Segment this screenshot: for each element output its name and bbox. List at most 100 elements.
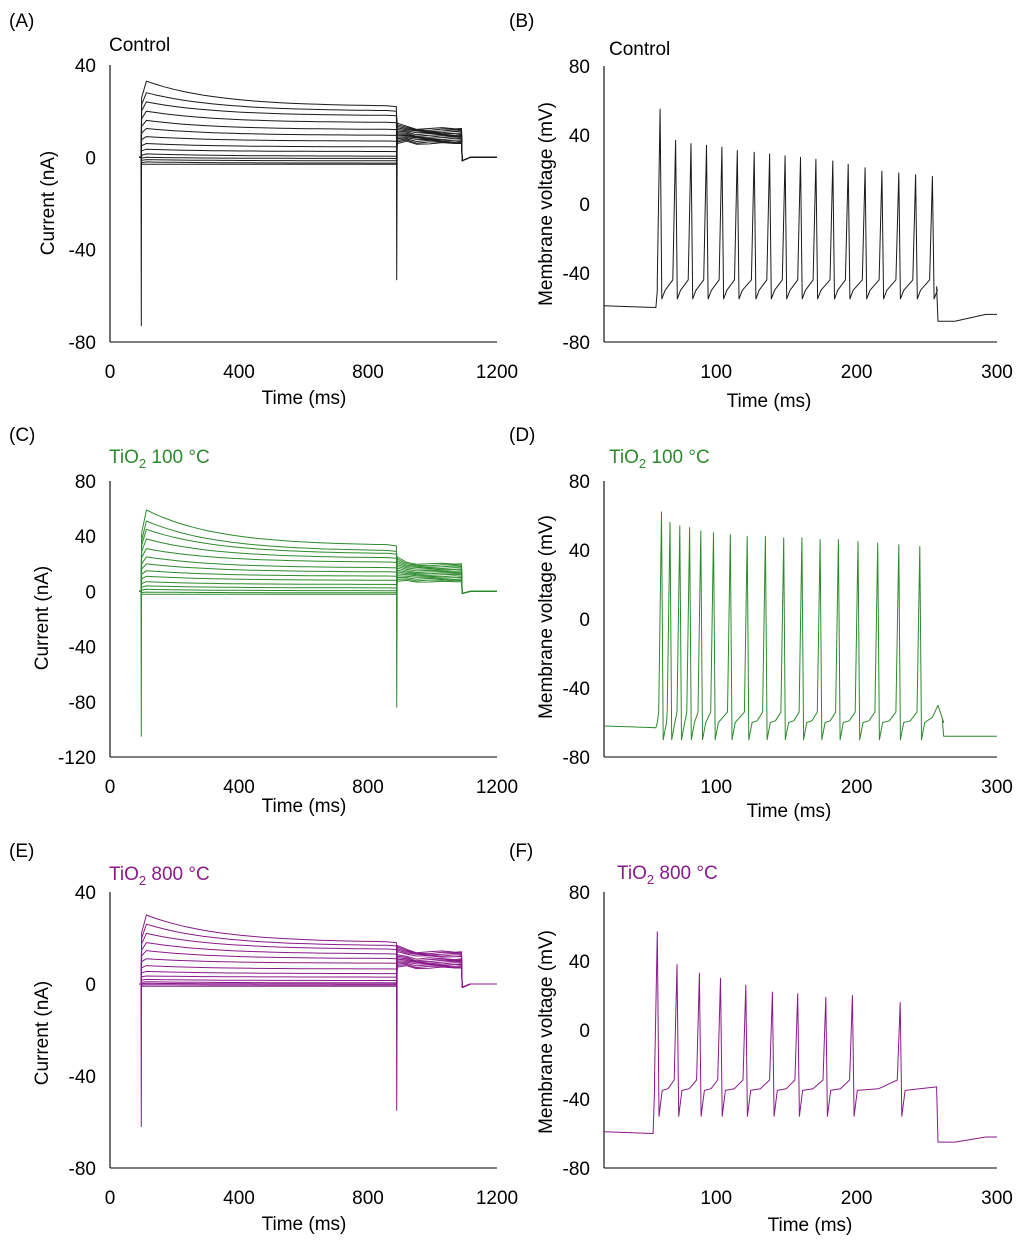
panel-b-ytick-label: -80 [563, 333, 590, 354]
panel-d-ytick-label: 40 [569, 541, 590, 562]
panel-f-ytick-label: -80 [563, 1159, 590, 1180]
panel-f-title-suffix: 800 °C [654, 863, 718, 884]
panel-e-traces [139, 914, 497, 1128]
panel-e-sweep-line [139, 960, 497, 988]
panel-a-ytick-label: -80 [69, 333, 96, 354]
panel-e-ylabel: Current (nA) [32, 981, 53, 1086]
panel-c-sweep-line [139, 571, 497, 594]
panel-f-xtick-label: 200 [841, 1188, 873, 1209]
panel-a-letter: (A) [9, 11, 34, 32]
panel-e-xtick-label: 0 [105, 1188, 116, 1209]
panel-c-ytick-label: 0 [85, 582, 96, 603]
panel-a-ylabel: Current (nA) [38, 151, 59, 256]
panel-c-xtick-label: 800 [352, 777, 384, 798]
panel-d: (D) TiO2 100 °C -80 -40 0 40 80 100 200 300 Tim… [509, 425, 1013, 822]
panel-b-ytick-label: -40 [563, 264, 590, 285]
panel-f-ticks: -80 -40 0 40 80 100 200 300 [563, 883, 1013, 1209]
panel-d-xtick-label: 200 [841, 777, 873, 798]
panel-a-sweep-line [139, 140, 497, 165]
panel-d-ticks: -80 -40 0 40 80 100 200 300 [563, 472, 1013, 798]
panel-a-sweep-line [139, 92, 497, 162]
panel-c-traces [139, 509, 497, 737]
panel-f-ylabel: Membrane voltage (mV) [536, 930, 557, 1134]
panel-a-title: Control [109, 35, 170, 56]
panel-c-xtick-label: 0 [105, 777, 116, 798]
panel-b-xtick-label: 100 [700, 362, 732, 383]
panel-c-sweep-line [139, 578, 497, 594]
panel-d-ylabel: Membrane voltage (mV) [536, 515, 557, 719]
panel-a-sweep-line [139, 133, 497, 162]
panel-f-ytick-label: 80 [569, 883, 590, 904]
panel-e-sweep-line [139, 950, 497, 988]
panel-d-ytick-label: -80 [563, 748, 590, 769]
panel-e-sweep-line [139, 957, 497, 988]
panel-c-ytick-label: -120 [58, 748, 96, 769]
panel-f-title: TiO2 800 °C [617, 863, 718, 887]
panel-d-xtick-label: 300 [981, 777, 1013, 798]
panel-c-sweep-line [139, 556, 497, 594]
panel-e-ytick-label: 0 [85, 975, 96, 996]
panel-a-sweep-line [139, 80, 497, 327]
panel-d-xlabel: Time (ms) [747, 801, 832, 822]
panel-e-xlabel: Time (ms) [262, 1214, 347, 1235]
panel-c-letter: (C) [9, 425, 35, 446]
panel-f-xtick-label: 300 [981, 1188, 1013, 1209]
panel-c-ytick-label: -80 [69, 693, 96, 714]
panel-e-sweep-line [139, 958, 497, 988]
panel-e-ytick-label: -40 [69, 1067, 96, 1088]
panel-e-sweep-line [139, 932, 497, 988]
panel-d-ytick-label: 0 [579, 610, 590, 631]
panel-c-title-main: TiO [109, 447, 139, 468]
panel-a-sweep-line [139, 110, 497, 162]
panel-b-voltage-trace [603, 108, 997, 322]
panel-f-letter: (F) [509, 841, 533, 862]
panel-e-ytick-label: -80 [69, 1159, 96, 1180]
panel-e-sweep-line [139, 923, 497, 988]
panel-c-sweep-line [139, 579, 497, 595]
panel-e-sweep-line [139, 961, 497, 988]
panel-b-traces [603, 108, 997, 322]
panel-a-traces [139, 80, 497, 327]
panel-d-title: TiO2 100 °C [609, 447, 710, 471]
panel-f-voltage-trace [603, 931, 997, 1143]
panel-a-xtick-label: 0 [105, 362, 116, 383]
panel-a-sweep-line [139, 136, 497, 162]
panel-e-title-subscript: 2 [139, 873, 146, 888]
panel-c-ylabel: Current (nA) [32, 566, 53, 671]
panel-c-sweep-line [139, 577, 497, 594]
panel-a-ytick-label: -40 [69, 241, 96, 262]
panel-e-title-suffix: 800 °C [146, 864, 210, 885]
panel-e-title: TiO2 800 °C [109, 864, 210, 888]
panel-d-traces [603, 511, 997, 741]
panel-c-sweep-line [139, 573, 497, 594]
panel-c-title: TiO2 100 °C [109, 447, 210, 471]
panel-f-xtick-label: 100 [700, 1188, 732, 1209]
panel-b-xtick-label: 200 [841, 362, 873, 383]
panel-e-xtick-label: 400 [223, 1188, 255, 1209]
panel-b-ytick-label: 40 [569, 126, 590, 147]
panel-b-ytick-label: 80 [569, 57, 590, 78]
panel-c-sweep-line [139, 563, 497, 594]
panel-c-ytick-label: -40 [69, 638, 96, 659]
panel-d-xtick-label: 100 [700, 777, 732, 798]
panel-c-sweep-line [139, 569, 497, 594]
panel-d-ytick-label: 80 [569, 472, 590, 493]
panel-e-ytick-label: 40 [75, 883, 96, 904]
panel-c-title-subscript: 2 [139, 456, 146, 471]
panel-e-xtick-label: 1200 [476, 1188, 518, 1209]
panel-d-title-main: TiO [609, 447, 639, 468]
panel-e-sweep-line [139, 962, 497, 988]
panel-b: (B) Control -80 -40 0 40 80 100 200 300 Time (m… [509, 11, 1013, 412]
panel-a-sweep-line [139, 101, 497, 162]
panel-f-ytick-label: -40 [563, 1090, 590, 1111]
panel-e-xtick-label: 800 [352, 1188, 384, 1209]
panel-a-xtick-label: 800 [352, 362, 384, 383]
panel-d-letter: (D) [509, 425, 535, 446]
panel-c-ytick-label: 80 [75, 472, 96, 493]
panel-a-xlabel: Time (ms) [262, 388, 347, 409]
